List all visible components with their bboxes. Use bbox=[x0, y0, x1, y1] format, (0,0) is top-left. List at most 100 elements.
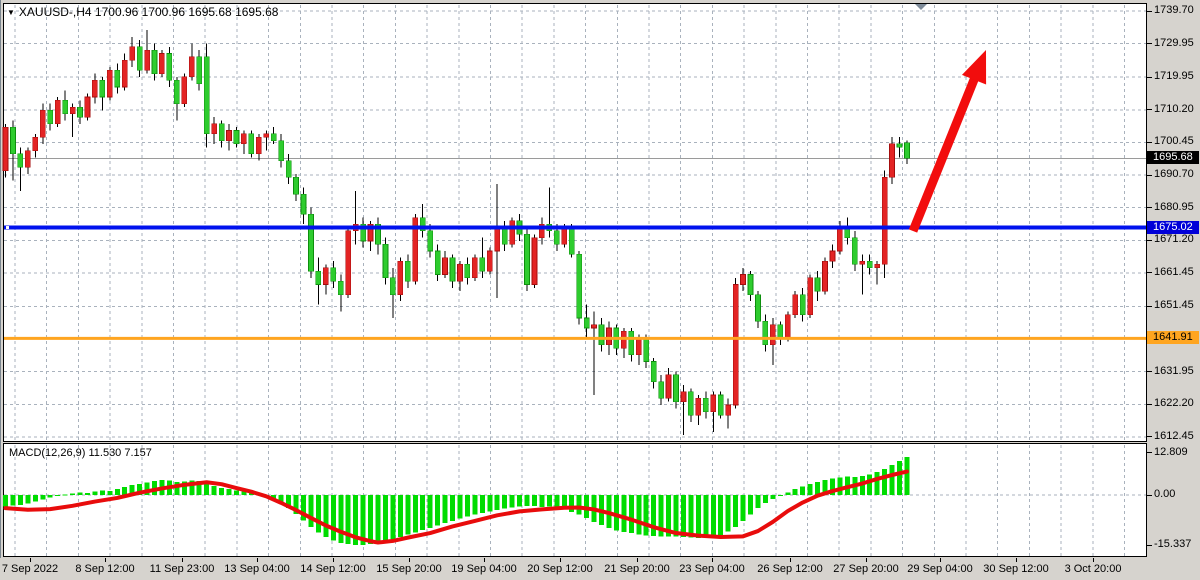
candle-body bbox=[710, 394, 717, 413]
price-tick-label: 1631.95 bbox=[1154, 364, 1194, 377]
chart-shift-marker-icon[interactable] bbox=[915, 4, 927, 10]
price-tick-label: 1680.95 bbox=[1154, 200, 1194, 213]
candle-body bbox=[382, 244, 389, 279]
macd-histogram-bar bbox=[904, 457, 910, 495]
macd-histogram-bar bbox=[457, 495, 463, 519]
candle-body bbox=[248, 133, 255, 155]
date-tick-mark bbox=[1016, 558, 1017, 562]
price-tick-label: 1651.45 bbox=[1154, 299, 1194, 312]
macd-histogram-bar bbox=[748, 495, 753, 515]
macd-histogram-bar bbox=[10, 495, 16, 506]
candle-body bbox=[904, 142, 910, 159]
macd-histogram-bar bbox=[196, 481, 202, 495]
candle-body bbox=[442, 257, 448, 275]
macd-histogram-bar bbox=[323, 495, 329, 537]
candle-body bbox=[427, 230, 433, 252]
macd-histogram-bar bbox=[695, 495, 701, 538]
date-tick-mark bbox=[712, 558, 713, 562]
macd-histogram-bar bbox=[807, 483, 813, 495]
macd-histogram-bar bbox=[353, 495, 359, 546]
candle-body bbox=[702, 398, 709, 413]
macd-histogram-bar bbox=[792, 489, 798, 495]
candle-body bbox=[2, 126, 9, 171]
macd-histogram-bar bbox=[897, 460, 902, 495]
macd-histogram-bar bbox=[524, 495, 530, 506]
price-scale[interactable]: 1739.70 1729.95 1719.95 1710.20 1700.45 1690.… bbox=[1147, 0, 1200, 558]
candle-body bbox=[188, 56, 195, 78]
price-tick-mark bbox=[1147, 403, 1152, 405]
candle-body bbox=[226, 130, 232, 141]
candle-body bbox=[151, 49, 158, 74]
macd-histogram-bar bbox=[84, 493, 90, 495]
macd-histogram-bar bbox=[368, 495, 374, 544]
date-label: 19 Sep 04:00 bbox=[451, 563, 517, 575]
date-label: 7 Sep 2022 bbox=[1, 563, 59, 575]
candle-body bbox=[770, 324, 776, 346]
candle-body bbox=[211, 123, 217, 135]
macd-histogram-bar bbox=[837, 477, 843, 495]
trend-arrow-head[interactable] bbox=[961, 50, 987, 85]
candle-body bbox=[92, 79, 98, 98]
candle-body bbox=[114, 69, 121, 88]
macd-histogram-bar bbox=[55, 495, 61, 496]
candle-body bbox=[591, 324, 597, 329]
date-tick-mark bbox=[409, 558, 410, 562]
date-tick-mark bbox=[105, 558, 106, 562]
macd-histogram-bar bbox=[40, 495, 46, 500]
macd-histogram-bar bbox=[479, 495, 485, 514]
candle-body bbox=[807, 277, 813, 315]
macd-histogram-bar bbox=[360, 495, 366, 545]
price-tick-mark bbox=[1147, 174, 1152, 176]
macd-histogram-bar bbox=[576, 495, 582, 515]
date-tick-mark bbox=[257, 558, 258, 562]
date-tick-mark bbox=[940, 558, 941, 562]
macd-tick-label: 0.00 bbox=[1154, 488, 1176, 500]
macd-histogram-bar bbox=[628, 495, 634, 534]
date-tick-mark bbox=[30, 558, 31, 562]
candle-body bbox=[576, 254, 582, 319]
candle-body bbox=[866, 260, 873, 269]
macd-panel-area[interactable] bbox=[3, 443, 1147, 557]
date-tick-mark bbox=[790, 558, 791, 562]
macd-histogram-bar bbox=[77, 492, 83, 495]
candle-body bbox=[404, 260, 411, 282]
candle-body bbox=[300, 193, 307, 215]
macd-histogram-bar bbox=[867, 474, 873, 495]
candle-body bbox=[181, 76, 188, 105]
date-label: 27 Sep 20:00 bbox=[833, 563, 899, 575]
blue-line-anchor-dot bbox=[6, 226, 9, 230]
macd-histogram-bar bbox=[785, 492, 791, 495]
candle-body bbox=[434, 250, 441, 275]
macd-histogram-bar bbox=[278, 495, 284, 504]
date-label: 23 Sep 04:00 bbox=[679, 563, 745, 575]
macd-histogram-bar bbox=[546, 495, 552, 507]
candle-body bbox=[755, 294, 761, 322]
macd-histogram-bar bbox=[636, 495, 642, 535]
candle-body bbox=[643, 337, 650, 362]
trend-arrow-shaft[interactable] bbox=[908, 72, 981, 233]
candle-body bbox=[688, 391, 694, 416]
time-scale[interactable]: 7 Sep 2022 8 Sep 12:00 11 Sep 23:00 13 Sep … bbox=[0, 558, 1200, 580]
candle-body bbox=[896, 143, 903, 148]
candle-body bbox=[203, 56, 210, 135]
price-tick-mark bbox=[1147, 207, 1152, 209]
candle-body bbox=[10, 126, 16, 155]
macd-histogram-bar bbox=[189, 480, 195, 495]
macd-histogram-bar bbox=[651, 495, 657, 536]
candle-body bbox=[17, 153, 24, 168]
candle-body bbox=[62, 100, 68, 115]
candle-body bbox=[792, 294, 799, 315]
macd-tick-label: 12.809 bbox=[1154, 445, 1188, 458]
macd-histogram-bar bbox=[308, 495, 314, 528]
candle-body bbox=[732, 284, 739, 406]
candle-body bbox=[472, 257, 478, 279]
chart-canvas[interactable] bbox=[0, 0, 1147, 558]
symbol-dropdown-icon[interactable]: ▼ bbox=[7, 8, 15, 17]
candle-body bbox=[337, 280, 344, 295]
candle-body bbox=[524, 233, 530, 285]
candle-body bbox=[174, 79, 180, 105]
candle-body bbox=[330, 267, 337, 282]
macd-histogram-bar bbox=[829, 478, 835, 495]
macd-histogram-bar bbox=[703, 495, 709, 538]
